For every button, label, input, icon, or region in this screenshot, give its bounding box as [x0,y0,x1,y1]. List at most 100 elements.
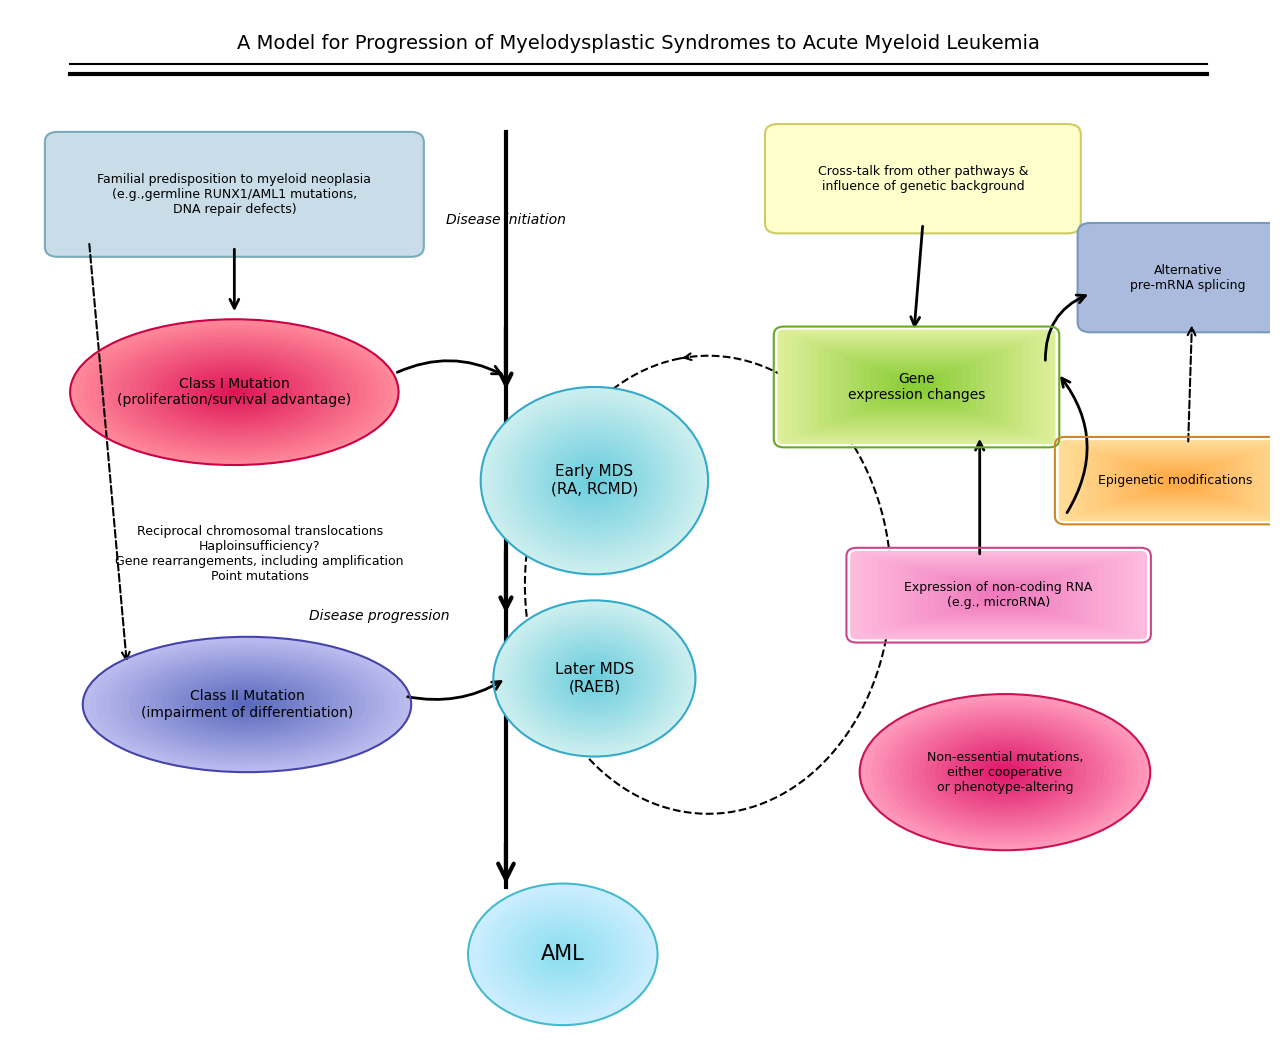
FancyBboxPatch shape [1114,458,1236,503]
FancyBboxPatch shape [850,359,983,416]
Ellipse shape [214,691,280,718]
Ellipse shape [1000,769,1011,775]
Ellipse shape [142,351,326,433]
Ellipse shape [509,915,616,994]
Ellipse shape [924,728,1087,816]
FancyBboxPatch shape [1164,474,1188,487]
Ellipse shape [490,901,635,1009]
Ellipse shape [96,331,372,454]
Ellipse shape [865,697,1144,847]
Ellipse shape [502,909,623,1000]
Ellipse shape [895,713,1115,831]
Ellipse shape [982,760,1028,785]
Ellipse shape [70,320,398,465]
Ellipse shape [544,940,581,968]
Text: Cross-talk from other pathways &
influence of genetic background: Cross-talk from other pathways & influen… [818,165,1028,193]
FancyBboxPatch shape [1137,465,1215,497]
Ellipse shape [241,702,253,707]
Ellipse shape [883,707,1126,838]
Ellipse shape [900,716,1110,828]
Ellipse shape [988,763,1023,782]
Ellipse shape [77,322,392,462]
Ellipse shape [163,360,307,424]
Ellipse shape [513,918,612,991]
Ellipse shape [148,354,320,430]
Ellipse shape [228,389,241,395]
FancyBboxPatch shape [1080,447,1270,514]
Ellipse shape [566,656,622,701]
Ellipse shape [526,424,663,537]
Text: Non-essential mutations,
either cooperative
or phenotype-altering: Non-essential mutations, either cooperat… [927,751,1083,793]
Ellipse shape [579,666,611,691]
Ellipse shape [581,469,608,492]
FancyBboxPatch shape [797,338,1036,437]
FancyBboxPatch shape [858,361,975,413]
FancyBboxPatch shape [1103,455,1248,507]
FancyBboxPatch shape [864,555,1133,635]
Ellipse shape [188,680,306,729]
FancyBboxPatch shape [914,569,1083,621]
Ellipse shape [509,613,680,744]
Ellipse shape [554,647,635,710]
FancyBboxPatch shape [950,578,1047,612]
FancyBboxPatch shape [837,353,996,421]
FancyBboxPatch shape [864,364,969,410]
FancyBboxPatch shape [904,379,929,395]
Ellipse shape [499,402,690,559]
Ellipse shape [993,766,1016,779]
Ellipse shape [169,363,300,421]
FancyBboxPatch shape [1147,468,1204,493]
Ellipse shape [535,431,654,530]
Ellipse shape [517,417,672,544]
Text: Reciprocal chromosomal translocations
Haploinsufficiency?
Gene rearrangements, i: Reciprocal chromosomal translocations Ha… [115,524,404,582]
Ellipse shape [525,926,600,982]
FancyBboxPatch shape [1158,472,1193,490]
FancyBboxPatch shape [886,560,1111,630]
Ellipse shape [550,645,639,713]
Ellipse shape [486,898,639,1011]
Ellipse shape [90,328,379,457]
FancyBboxPatch shape [844,356,989,418]
Ellipse shape [508,409,681,552]
Ellipse shape [877,704,1133,841]
FancyBboxPatch shape [877,369,956,405]
FancyBboxPatch shape [850,551,1147,639]
Text: Familial predisposition to myeloid neoplasia
(e.g.,germline RUNX1/AML1 mutations: Familial predisposition to myeloid neopl… [97,173,371,216]
FancyBboxPatch shape [891,373,943,400]
Ellipse shape [576,465,613,496]
Text: AML: AML [541,944,585,964]
Ellipse shape [148,664,346,745]
FancyBboxPatch shape [1070,443,1280,518]
Ellipse shape [522,421,667,540]
Ellipse shape [517,920,608,989]
Ellipse shape [918,725,1092,819]
Ellipse shape [122,653,371,756]
FancyBboxPatch shape [872,557,1126,634]
Ellipse shape [485,390,704,571]
Ellipse shape [221,386,247,398]
Ellipse shape [947,741,1064,804]
Ellipse shape [116,340,352,444]
Ellipse shape [484,895,643,1014]
Ellipse shape [590,675,599,682]
Ellipse shape [536,935,589,974]
Ellipse shape [468,883,658,1025]
Ellipse shape [522,622,667,734]
Ellipse shape [115,650,379,759]
Ellipse shape [526,626,663,731]
FancyBboxPatch shape [1130,463,1221,498]
FancyBboxPatch shape [1125,461,1226,500]
Ellipse shape [503,406,685,556]
FancyBboxPatch shape [1087,448,1265,513]
FancyBboxPatch shape [1075,445,1276,516]
FancyBboxPatch shape [824,348,1009,426]
FancyBboxPatch shape [765,124,1080,233]
Ellipse shape [559,952,567,957]
FancyBboxPatch shape [1142,466,1210,495]
Ellipse shape [544,440,644,522]
Ellipse shape [929,731,1080,812]
Ellipse shape [201,686,293,724]
Ellipse shape [567,458,622,503]
Ellipse shape [586,672,603,685]
Ellipse shape [110,337,360,447]
